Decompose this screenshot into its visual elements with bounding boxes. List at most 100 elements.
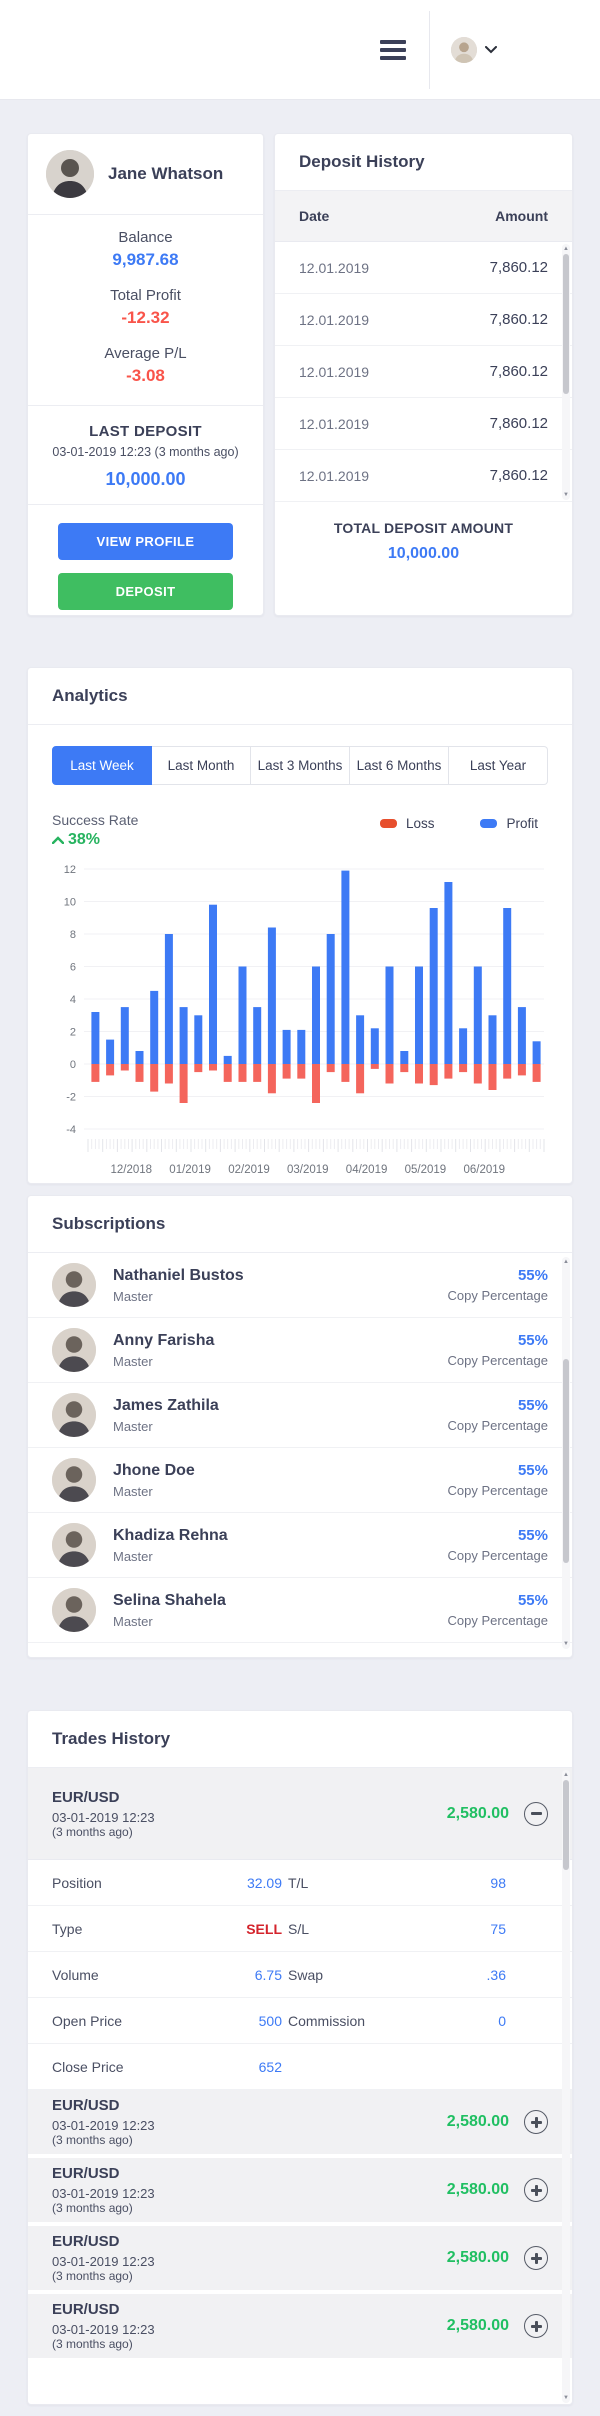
last-deposit-date: 03-01-2019 12:23 (3 months ago) <box>52 445 239 459</box>
menu-icon[interactable] <box>380 39 406 60</box>
deposit-date: 12.01.2019 <box>299 259 370 276</box>
deposit-button[interactable]: DEPOSIT <box>58 573 233 610</box>
subscriber-role: Master <box>113 1613 153 1629</box>
scroll-up-icon[interactable]: ▲ <box>563 1259 569 1265</box>
expand-trade-button[interactable] <box>524 2178 548 2202</box>
scroll-up-icon[interactable]: ▲ <box>563 246 569 252</box>
profit-swatch-icon <box>480 819 498 828</box>
trade-row-collapsed[interactable]: EUR/USD 03-01-2019 12:23 (3 months ago) 2,5… <box>28 2158 572 2226</box>
copy-percentage-label: Copy Percentage <box>447 1548 548 1563</box>
tab-last-week[interactable]: Last Week <box>52 746 152 785</box>
detail-value: .36 <box>486 1966 506 1983</box>
deposit-scrollbar[interactable]: ▲ ▼ <box>562 244 570 500</box>
subscription-item[interactable]: Selina Shahela Master 55% Copy Percentage <box>28 1578 572 1643</box>
copy-percentage-block: 55% Copy Percentage <box>448 1397 548 1433</box>
trade-row-expanded[interactable]: EUR/USD 03-01-2019 12:23 (3 months ago) … <box>28 1768 572 1860</box>
trade-row-collapsed[interactable]: EUR/USD 03-01-2019 12:23 (3 months ago) 2,5… <box>28 2090 572 2158</box>
subscription-item[interactable]: James Zathila Master 55% Copy Percentage <box>28 1383 572 1448</box>
copy-percentage-value: 55% <box>517 1397 548 1414</box>
subscriber-avatar <box>52 1458 96 1502</box>
view-profile-button[interactable]: VIEW PROFILE <box>58 523 233 560</box>
trade-amount-block: 2,580.00 <box>447 2110 548 2134</box>
trade-details: Position 32.09 T/L 98 Type SELL S/L 75 Volume 6.7… <box>28 1860 572 2090</box>
last-deposit-label: LAST DEPOSIT <box>89 423 202 440</box>
last-deposit-amount: 10,000.00 <box>105 469 186 489</box>
trade-detail-row: Volume 6.75 Swap .36 <box>28 1952 572 1998</box>
subscription-item[interactable]: Nathaniel Bustos Master 55% Copy Percentage <box>28 1253 572 1318</box>
tab-last-year[interactable]: Last Year <box>449 746 548 785</box>
svg-text:02/2019: 02/2019 <box>228 1164 270 1176</box>
date-column-header: Date <box>299 208 330 224</box>
subscriber-name: Nathaniel Bustos <box>113 1266 244 1284</box>
tab-last-3-months[interactable]: Last 3 Months <box>251 746 350 785</box>
detail-value: 500 <box>258 2012 282 2029</box>
detail-label: Type <box>52 1920 83 1937</box>
chart-legend: Loss Profit <box>379 812 548 831</box>
total-profit-value: -12.32 <box>121 308 170 327</box>
subscription-item[interactable]: Jhone Doe Master 55% Copy Percentage <box>28 1448 572 1513</box>
subscriber-info: Selina Shahela Master <box>113 1592 226 1629</box>
scrollbar-thumb[interactable] <box>563 254 569 394</box>
legend-label: Loss <box>405 816 435 831</box>
subscriber-name: Anny Farisha <box>113 1331 215 1349</box>
trade-time-ago: (3 months ago) <box>52 1824 133 1839</box>
subscriber-avatar <box>52 1523 96 1567</box>
deposit-table-body: 12.01.2019 7,860.12 12.01.2019 7,860.12 12.0… <box>275 242 572 502</box>
subscriber-role: Master <box>113 1548 153 1564</box>
scrollbar-thumb[interactable] <box>563 1358 569 1563</box>
loss-swatch-icon <box>379 819 397 828</box>
scroll-down-icon[interactable]: ▼ <box>563 492 569 498</box>
detail-value: SELL <box>246 1920 282 1937</box>
subscription-item[interactable]: Anny Farisha Master 55% Copy Percentage <box>28 1318 572 1383</box>
trade-row-collapsed[interactable]: EUR/USD 03-01-2019 12:23 (3 months ago) 2,5… <box>28 2294 572 2362</box>
collapse-trade-button[interactable] <box>524 1801 548 1826</box>
copy-percentage-value: 55% <box>517 1267 548 1284</box>
analytics-card: Analytics Last Week Last Month Last 3 Mont… <box>27 667 573 1184</box>
trade-datetime: 03-01-2019 12:23 <box>52 2118 155 2133</box>
expand-trade-button[interactable] <box>524 2110 548 2134</box>
scroll-down-icon[interactable]: ▼ <box>563 1641 569 1647</box>
trade-amount: 2,580.00 <box>446 2317 509 2334</box>
detail-label: Commission <box>288 2012 366 2029</box>
svg-text:2: 2 <box>70 1027 76 1039</box>
deposit-table-row: 12.01.2019 7,860.12 <box>275 242 572 294</box>
trades-history-title: Trades History <box>28 1711 572 1768</box>
profile-card: Jane Whatson Balance 9,987.68 Total Prof… <box>27 133 264 616</box>
collapsed-trades: EUR/USD 03-01-2019 12:23 (3 months ago) 2,5… <box>28 2090 572 2362</box>
expand-trade-button[interactable] <box>524 2314 548 2338</box>
trade-info: EUR/USD 03-01-2019 12:23 (3 months ago) <box>52 2165 155 2215</box>
scroll-up-icon[interactable]: ▲ <box>563 1772 569 1778</box>
trade-datetime: 03-01-2019 12:23 <box>52 2254 155 2269</box>
deposit-date: 12.01.2019 <box>299 311 370 328</box>
deposit-table-row: 12.01.2019 7,860.12 <box>275 398 572 450</box>
detail-label: Volume <box>52 1966 99 1983</box>
scrollbar-thumb[interactable] <box>563 1780 569 1870</box>
success-rate-label: Success Rate <box>52 812 139 828</box>
detail-label: Open Price <box>52 2012 123 2029</box>
svg-text:10: 10 <box>64 897 76 909</box>
subscriber-avatar <box>52 1393 96 1437</box>
tab-last-6-months[interactable]: Last 6 Months <box>350 746 449 785</box>
trades-scrollbar[interactable]: ▲ ▼ <box>562 1770 570 2403</box>
trade-datetime: 03-01-2019 12:23 <box>52 2322 155 2337</box>
chevron-down-icon[interactable] <box>485 45 497 54</box>
subscriptions-scrollbar[interactable]: ▲ ▼ <box>562 1257 570 1649</box>
scroll-down-icon[interactable]: ▼ <box>563 2395 569 2401</box>
deposit-date: 12.01.2019 <box>299 363 370 380</box>
detail-label: Position <box>52 1874 102 1891</box>
trade-row-collapsed[interactable]: EUR/USD 03-01-2019 12:23 (3 months ago) 2,5… <box>28 2226 572 2294</box>
copy-percentage-label: Copy Percentage <box>447 1418 548 1433</box>
expand-trade-button[interactable] <box>524 2246 548 2270</box>
trade-amount-block: 2,580.00 <box>447 2246 548 2270</box>
deposit-history-card: Deposit History Date Amount 12.01.2019 7,… <box>274 133 573 616</box>
tab-last-month[interactable]: Last Month <box>152 746 251 785</box>
trade-info: EUR/USD 03-01-2019 12:23 (3 months ago) <box>52 2233 155 2283</box>
trade-info: EUR/USD 03-01-2019 12:23 (3 months ago) <box>52 2301 155 2351</box>
copy-percentage-value: 55% <box>517 1592 548 1609</box>
deposit-table-header: Date Amount <box>275 191 572 242</box>
deposit-amount: 7,860.12 <box>489 415 548 432</box>
trade-detail-row: Type SELL S/L 75 <box>28 1906 572 1952</box>
deposit-table-row: 12.01.2019 7,860.12 <box>275 450 572 502</box>
user-avatar[interactable] <box>451 36 477 63</box>
subscription-item[interactable]: Khadiza Rehna Master 55% Copy Percentage <box>28 1513 572 1578</box>
